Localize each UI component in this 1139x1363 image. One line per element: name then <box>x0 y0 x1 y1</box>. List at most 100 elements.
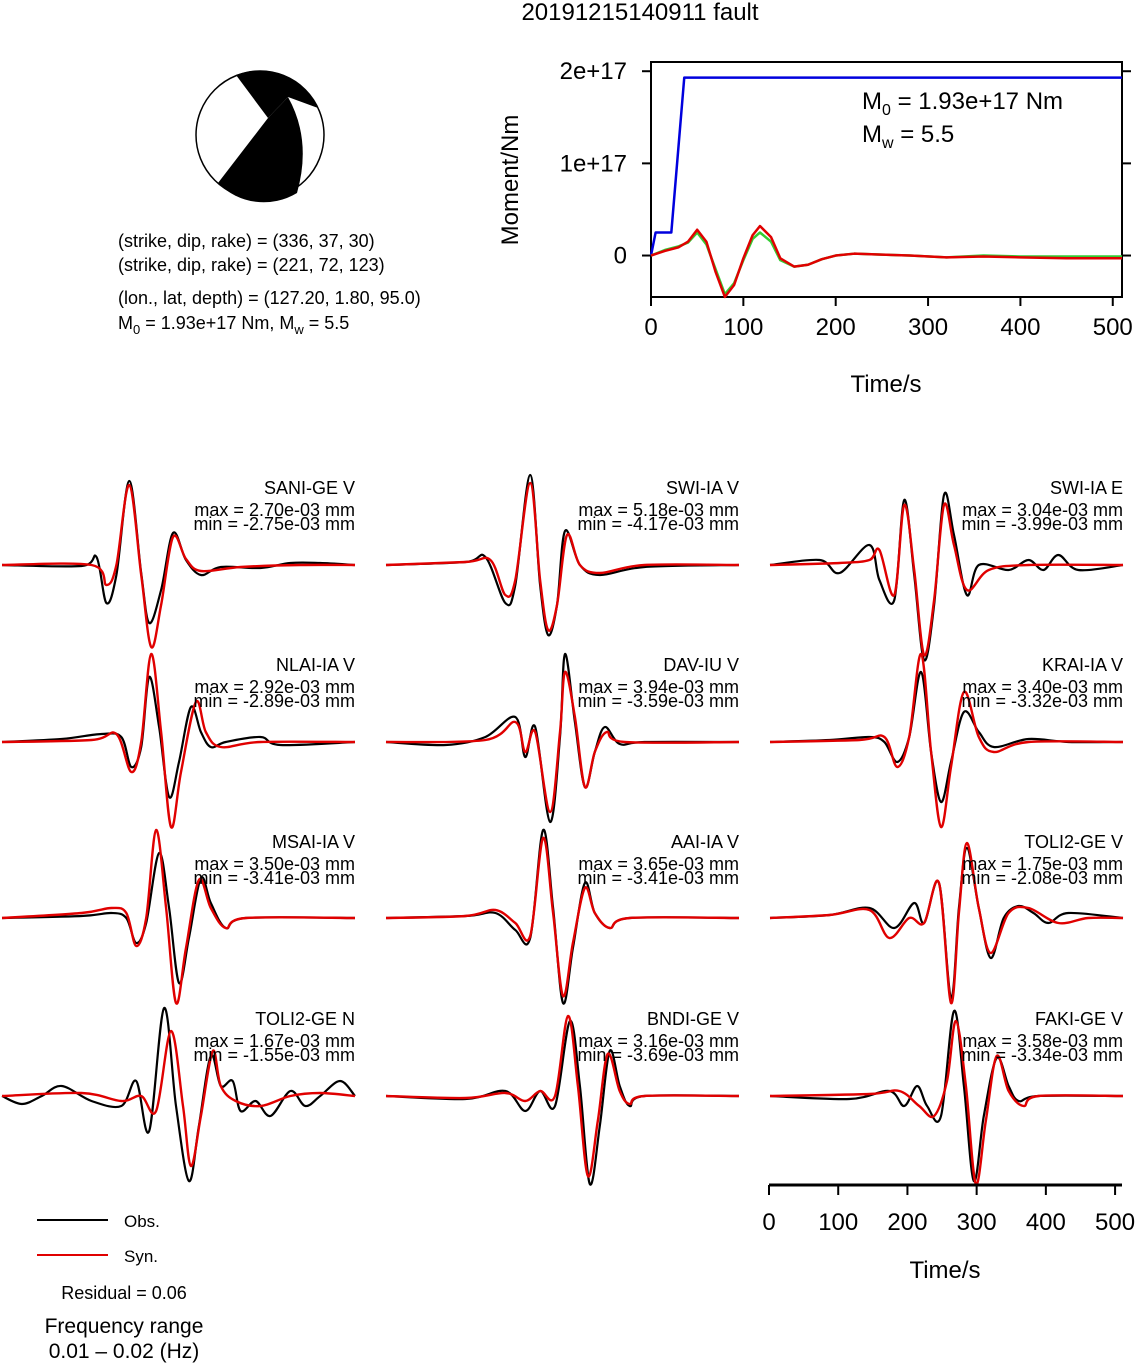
figure-title: 20191215140911 fault <box>521 0 758 26</box>
frequency-range-label: Frequency range <box>45 1315 204 1338</box>
synthetic-trace <box>1 483 356 649</box>
station-min: min = -2.75e-03 mm <box>193 514 355 534</box>
moment-m0-label: M0 = 1.93e+17 Nm <box>862 88 1063 119</box>
moment-ytick-label: 2e+17 <box>560 58 627 85</box>
waveform-time-axis: Time/s 0 100 200 300 400 500 <box>762 1183 1135 1284</box>
station-label: AAI-IA V <box>671 832 739 852</box>
waveform-xtick-label: 100 <box>818 1209 858 1236</box>
moment-xlabel: Time/s <box>850 371 921 398</box>
station-label: MSAI-IA V <box>272 832 355 852</box>
moment-xtick-label: 100 <box>723 314 763 341</box>
station-max: max = 1.75e-03 mm <box>962 854 1123 874</box>
synthetic-trace <box>385 1014 740 1178</box>
synthetic-trace <box>1 828 356 1005</box>
station-max: max = 5.18e-03 mm <box>578 500 739 520</box>
synthetic-trace <box>769 841 1124 1005</box>
station-max: max = 3.65e-03 mm <box>578 854 739 874</box>
synthetic-trace <box>385 670 740 814</box>
moment-series <box>649 76 1122 299</box>
station-label: SWI-IA V <box>666 478 739 498</box>
station-max: max = 3.50e-03 mm <box>194 854 355 874</box>
station-max: max = 3.94e-03 mm <box>578 677 739 697</box>
synthetic-trace <box>769 1019 1124 1186</box>
station-max: max = 3.04e-03 mm <box>962 500 1123 520</box>
station-min: min = -3.41e-03 mm <box>193 868 355 888</box>
moment-xtick-label: 200 <box>816 314 856 341</box>
station-label: SANI-GE V <box>264 478 355 498</box>
station-max: max = 3.40e-03 mm <box>962 677 1123 697</box>
synthetic-trace <box>1 1029 356 1168</box>
moment-xtick-label: 0 <box>644 314 657 341</box>
legend: Obs. Syn. <box>37 1212 160 1266</box>
station-max: max = 2.92e-03 mm <box>194 677 355 697</box>
moment-summary: M0 = 1.93e+17 Nm, Mw = 5.5 <box>118 313 349 337</box>
waveform-xtick-label: 0 <box>762 1209 775 1236</box>
moment-series-line-2 <box>650 224 1122 299</box>
residual-label: Residual = 0.06 <box>61 1283 187 1303</box>
station-min: min = -3.34e-03 mm <box>961 1045 1123 1065</box>
synthetic-trace <box>385 836 740 998</box>
source-location: (lon., lat, depth) = (127.20, 1.80, 95.0… <box>118 288 421 308</box>
station-min: min = -3.32e-03 mm <box>961 691 1123 711</box>
station-max: max = 1.67e-03 mm <box>194 1031 355 1051</box>
moment-xtick-label: 500 <box>1093 314 1133 341</box>
station-max: max = 2.70e-03 mm <box>194 500 355 520</box>
moment-ylabel: Moment/Nm <box>497 115 524 246</box>
station-min: min = -2.08e-03 mm <box>961 868 1123 888</box>
moment-frame <box>650 61 1123 298</box>
station-min: min = -3.59e-03 mm <box>577 691 739 711</box>
station-min: min = -1.55e-03 mm <box>193 1045 355 1065</box>
station-max: max = 3.16e-03 mm <box>578 1031 739 1051</box>
legend-obs-label: Obs. <box>124 1212 160 1231</box>
nodal-plane-2: (strike, dip, rake) = (221, 72, 123) <box>118 255 385 275</box>
waveform-xtick-label: 300 <box>957 1209 997 1236</box>
station-label: KRAI-IA V <box>1042 655 1123 675</box>
station-label: NLAI-IA V <box>276 655 355 675</box>
moment-panel: 0 100 200 300 400 500 0 1e+17 2e+17 Moment/Nm Ti… <box>497 58 1133 398</box>
synthetic-trace <box>385 481 740 632</box>
station-label: BNDI-GE V <box>647 1009 739 1029</box>
station-min: min = -2.89e-03 mm <box>193 691 355 711</box>
station-label: TOLI2-GE N <box>255 1009 355 1029</box>
station-label: SWI-IA E <box>1050 478 1123 498</box>
moment-xtick-label: 400 <box>1000 314 1040 341</box>
frequency-range-value: 0.01 – 0.02 (Hz) <box>49 1340 200 1363</box>
station-label: FAKI-GE V <box>1035 1009 1123 1029</box>
moment-ytick-label: 0 <box>614 243 627 270</box>
nodal-plane-1: (strike, dip, rake) = (336, 37, 30) <box>118 231 375 251</box>
moment-axes: 0 100 200 300 400 500 0 1e+17 2e+17 <box>560 58 1133 341</box>
moment-series-line-0 <box>649 76 1122 256</box>
beachball-icon <box>195 70 325 203</box>
moment-mw-label: Mw = 5.5 <box>862 121 954 152</box>
waveform-xtick-label: 500 <box>1095 1209 1135 1236</box>
station-min: min = -3.41e-03 mm <box>577 868 739 888</box>
legend-syn-label: Syn. <box>124 1247 158 1266</box>
station-min: min = -4.17e-03 mm <box>577 514 739 534</box>
synthetic-trace <box>1 652 356 829</box>
station-min: min = -3.99e-03 mm <box>961 514 1123 534</box>
waveform-xtick-label: 400 <box>1026 1209 1066 1236</box>
synthetic-trace <box>769 652 1124 829</box>
moment-xtick-label: 300 <box>908 314 948 341</box>
station-label: TOLI2-GE V <box>1024 832 1123 852</box>
observed-trace <box>1 479 356 625</box>
station-max: max = 3.58e-03 mm <box>962 1031 1123 1051</box>
waveform-xtick-label: 200 <box>887 1209 927 1236</box>
waveform-xlabel: Time/s <box>909 1257 980 1284</box>
station-label: DAV-IU V <box>663 655 739 675</box>
synthetic-trace <box>769 502 1124 657</box>
